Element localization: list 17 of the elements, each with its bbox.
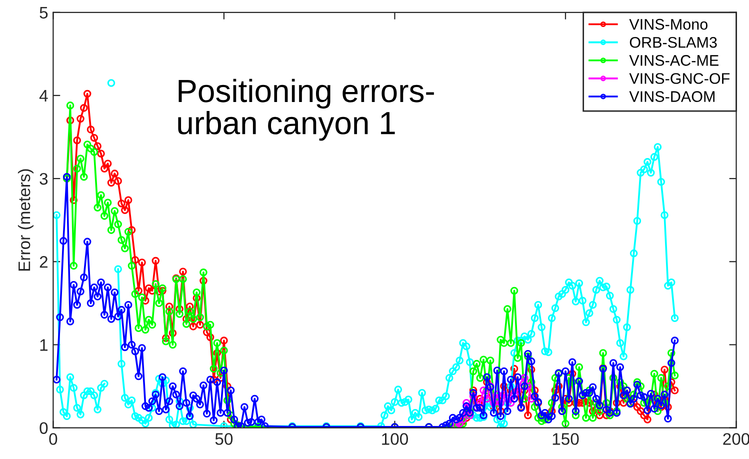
y-tick-label: 4 xyxy=(39,90,48,102)
legend-label: ORB-SLAM3 xyxy=(630,36,717,48)
x-tick-label: 100 xyxy=(382,433,408,445)
x-tick-label: 50 xyxy=(215,433,233,445)
legend-label: VINS-DAOM xyxy=(629,91,714,102)
x-tick-label: 150 xyxy=(552,433,579,445)
legend-label: VINS-Mono xyxy=(629,18,708,30)
text: Positioning errors- urban canyon 1 xyxy=(178,78,434,141)
y-tick-label: 2 xyxy=(40,256,48,268)
y-tick-label: 0 xyxy=(40,422,48,434)
legend-label: VINS-GNC-OF xyxy=(629,73,730,84)
x-tick-label: 0 xyxy=(49,433,58,445)
y-tick-label: 5 xyxy=(40,6,48,19)
y-axis-title: Error (meters) xyxy=(18,169,34,271)
legend-label: VINS-AC-ME xyxy=(629,55,718,66)
y-tick-label: 1 xyxy=(40,339,48,351)
y-tick-label: 3 xyxy=(40,172,48,185)
